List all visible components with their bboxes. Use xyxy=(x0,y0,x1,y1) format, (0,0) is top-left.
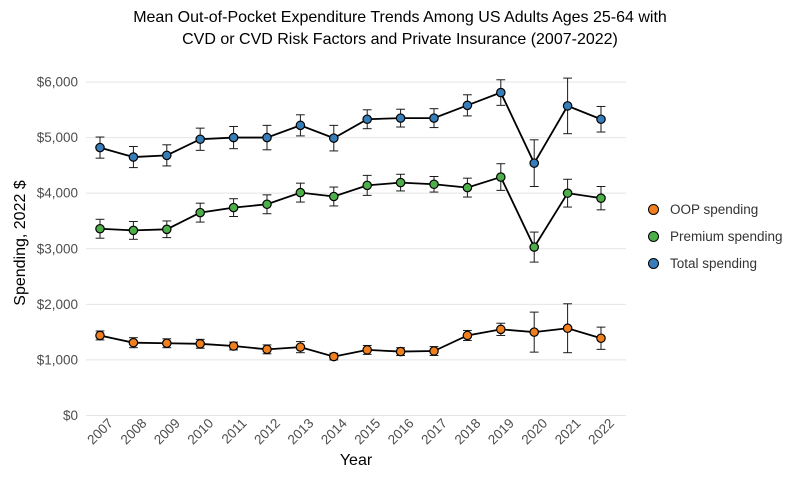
data-point xyxy=(596,193,606,203)
series-line xyxy=(99,175,602,249)
data-point xyxy=(596,114,606,125)
data-point xyxy=(328,351,339,362)
x-tick-label: 2014 xyxy=(318,415,350,447)
x-tick-label: 2011 xyxy=(219,416,250,447)
data-point xyxy=(262,199,272,210)
legend-label: Premium spending xyxy=(670,229,783,244)
x-tick-label: 2015 xyxy=(351,416,383,448)
data-point xyxy=(596,333,606,344)
data-point xyxy=(328,191,339,202)
legend: OOP spending Premium spending Total spendi… xyxy=(648,196,783,277)
legend-item-premium-spending: Premium spending xyxy=(648,223,783,250)
x-tick-label: 2020 xyxy=(518,416,550,448)
y-tick-label: $5,000 xyxy=(37,130,78,145)
data-point xyxy=(162,338,172,349)
y-tick-label: $3,000 xyxy=(37,241,78,256)
x-tick-label: 2016 xyxy=(385,416,417,448)
data-point xyxy=(362,180,372,191)
legend-dot-icon xyxy=(648,231,659,242)
data-point xyxy=(495,172,506,182)
data-point xyxy=(95,142,105,153)
x-tick-label: 2017 xyxy=(418,416,450,448)
data-point xyxy=(195,134,205,145)
x-tick-label: 2021 xyxy=(552,416,584,448)
x-tick-label: 2009 xyxy=(151,416,183,448)
data-point xyxy=(395,346,406,357)
y-tick-label: $2,000 xyxy=(37,297,78,312)
data-point xyxy=(195,338,205,349)
data-point xyxy=(495,324,506,335)
data-point xyxy=(462,330,473,341)
x-tick-label: 2008 xyxy=(118,416,150,448)
data-point xyxy=(462,100,473,111)
x-tick-label: 2012 xyxy=(251,416,283,448)
series-oop-spending xyxy=(95,303,606,362)
x-tick-label: 2007 xyxy=(84,416,116,448)
y-tick-label: $0 xyxy=(63,408,78,423)
data-point xyxy=(328,133,339,143)
data-point xyxy=(529,242,539,252)
legend-dot-icon xyxy=(648,204,659,215)
data-point xyxy=(162,150,172,161)
data-point xyxy=(362,114,372,125)
data-point xyxy=(295,342,306,352)
data-point xyxy=(162,224,172,235)
data-point xyxy=(529,158,539,168)
data-point xyxy=(262,344,272,355)
data-point xyxy=(95,330,105,341)
data-point xyxy=(128,225,139,236)
data-point xyxy=(562,188,573,198)
x-tick-label: 2019 xyxy=(485,416,517,448)
data-point xyxy=(562,323,573,334)
legend-item-oop-spending: OOP spending xyxy=(648,196,783,223)
data-point xyxy=(228,202,239,213)
legend-label: OOP spending xyxy=(670,202,759,217)
chart-title-line2: CVD or CVD Risk Factors and Private Insu… xyxy=(182,31,618,48)
data-point xyxy=(529,327,539,337)
legend-dot-icon xyxy=(648,258,659,269)
data-point xyxy=(128,337,139,348)
data-point xyxy=(562,101,573,111)
data-point xyxy=(295,187,306,198)
data-point xyxy=(429,113,439,123)
x-tick-label: 2013 xyxy=(285,416,317,448)
data-point xyxy=(128,152,139,162)
data-point xyxy=(262,132,272,143)
series-premium-spending xyxy=(95,163,606,263)
data-point xyxy=(195,207,205,218)
chart-title-line1: Mean Out-of-Pocket Expenditure Trends Am… xyxy=(133,9,667,26)
data-point xyxy=(495,87,506,98)
data-point xyxy=(429,179,439,190)
legend-label: Total spending xyxy=(670,256,758,271)
x-tick-label: 2022 xyxy=(585,416,617,448)
y-tick-label: $6,000 xyxy=(37,75,78,90)
data-point xyxy=(362,345,372,355)
data-point xyxy=(228,132,239,143)
data-point xyxy=(228,341,239,351)
y-tick-label: $4,000 xyxy=(37,186,78,201)
series-line xyxy=(99,327,602,358)
y-tick-label: $1,000 xyxy=(37,352,78,367)
data-point xyxy=(295,120,306,131)
x-tick-label: 2018 xyxy=(452,416,484,448)
x-axis-title: Year xyxy=(339,452,373,469)
data-point xyxy=(395,177,406,188)
data-point xyxy=(429,346,439,356)
data-point xyxy=(395,113,406,123)
series-line xyxy=(99,91,602,166)
legend-item-total-spending: Total spending xyxy=(648,250,783,277)
data-point xyxy=(95,223,105,234)
chart-title: Mean Out-of-Pocket Expenditure Trends Am… xyxy=(0,7,800,51)
data-point xyxy=(462,182,473,193)
x-tick-label: 2010 xyxy=(184,416,216,448)
series-total-spending xyxy=(95,77,606,187)
